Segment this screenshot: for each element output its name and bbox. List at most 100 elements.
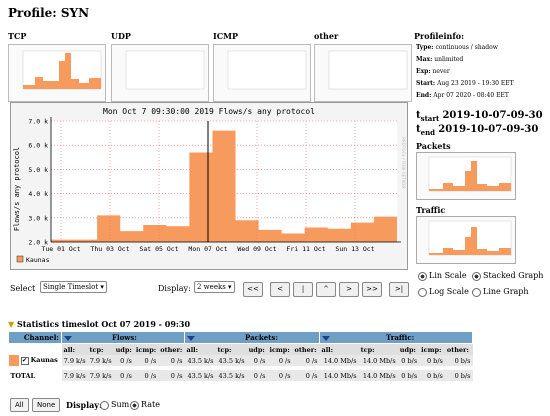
x-tick-label: Thu 03 Oct	[90, 245, 129, 253]
other-thumbnail-graph[interactable]	[314, 44, 412, 102]
select-label: Select	[10, 284, 36, 293]
sum-option[interactable]: Sum	[100, 400, 129, 410]
packets-label: Packets	[416, 141, 451, 151]
nav-current-button[interactable]: |	[293, 282, 313, 297]
x-tick-label: Sat 05 Oct	[139, 245, 178, 253]
nav-prev-button[interactable]: <	[270, 282, 290, 297]
line-graph-option[interactable]: Line Graph	[472, 287, 529, 297]
x-tick-label: Wed 09 Oct	[237, 245, 276, 253]
stats-heading[interactable]: ▼ Statistics timeslot Oct 07 2019 - 09:3…	[8, 319, 191, 329]
channel-header: Channel:	[8, 331, 62, 344]
display-label: Display:	[158, 284, 191, 293]
icmp-thumbnail-graph[interactable]	[213, 44, 311, 102]
chart-y-axis-label: Flows/s any protocol	[13, 147, 21, 231]
packets-thumbnail-graph[interactable]	[416, 152, 516, 200]
rate-radio[interactable]	[130, 400, 139, 410]
col-udp: udp:	[397, 343, 420, 355]
stacked-graph-option[interactable]: Stacked Graph	[472, 271, 543, 281]
profileinfo-start: Start: Aug 23 2019 - 19:30 EET	[416, 80, 514, 87]
log-scale-option[interactable]: Log Scale	[418, 287, 469, 297]
traffic-label: Traffic	[416, 205, 446, 215]
col-other: other:	[158, 343, 185, 355]
profileinfo-exp: Exp: never	[416, 68, 450, 75]
udp-thumbnail-graph[interactable]	[111, 44, 209, 102]
thumb-label-icmp: ICMP	[213, 31, 238, 41]
col-other: other:	[444, 343, 473, 355]
thumb-label-other: other	[314, 31, 339, 41]
tcp-thumbnail-graph[interactable]	[8, 44, 106, 102]
col-udp: udp:	[113, 343, 134, 355]
y-tick-label: 7.0 k	[28, 118, 48, 126]
tstart-display: tstart 2019-10-07-09-30	[416, 110, 543, 123]
col-icmp: icmp:	[419, 343, 445, 355]
series-area-kaunas	[51, 130, 397, 242]
col-tcp: tcp:	[215, 343, 247, 355]
sort-down-icon[interactable]	[187, 335, 195, 341]
lin-scale-radio[interactable]	[418, 271, 427, 281]
total-label: TOTAL	[8, 370, 62, 381]
sort-down-icon[interactable]	[64, 335, 72, 341]
kaunas-checkbox[interactable]: ✔	[20, 357, 29, 365]
display-period-select[interactable]: 2 weeks ▾	[194, 281, 235, 293]
stats-table: Channel: Flows: Packets: Traffic: all: tc…	[8, 331, 473, 381]
rate-option[interactable]: Rate	[130, 400, 160, 410]
legend-label-kaunas: Kaunas	[26, 256, 50, 264]
sort-down-icon[interactable]	[322, 335, 330, 341]
page-title: Profile: SYN	[8, 6, 90, 20]
nav-next-button[interactable]: >	[339, 282, 359, 297]
profileinfo-end: End: Apr 07 2020 - 08:40 EET	[416, 92, 509, 99]
stats-column-row: all: tcp: udp: icmp: other: all: tcp: udp: icmp…	[8, 343, 473, 355]
y-tick-label: 5.0 k	[28, 166, 48, 174]
collapse-triangle-icon[interactable]: ▼	[8, 319, 15, 329]
tend-display: tend 2019-10-07-09-30	[416, 124, 539, 137]
table-row-kaunas: ✔ Kaunas 7.9 k/s 7.9 k/s 0 /s 0 /s 0 /s 43.5…	[8, 355, 473, 366]
col-other: other:	[292, 343, 320, 355]
table-row-total: TOTAL 7.9 k/s 7.9 k/s 0 /s 0 /s 0 /s 43.5 k/…	[8, 370, 473, 381]
col-all: all:	[61, 343, 88, 355]
stacked-graph-radio[interactable]	[472, 271, 481, 281]
col-udp: udp:	[246, 343, 268, 355]
y-tick-label: 6.0 k	[28, 142, 48, 150]
nav-up-button[interactable]: ^	[316, 282, 336, 297]
x-tick-label: Tue 01 Oct	[41, 245, 80, 253]
legend-swatch-kaunas	[16, 255, 24, 263]
lin-scale-option[interactable]: Lin Scale	[418, 271, 467, 281]
profileinfo-max: Max: unlimited	[416, 56, 464, 63]
chart-title: Mon Oct 7 09:30:00 2019 Flows/s any prot…	[103, 107, 315, 116]
traffic-thumbnail-area	[429, 227, 511, 255]
thumb-label-tcp: TCP	[8, 31, 27, 41]
y-tick-label: 3.0 k	[28, 214, 48, 222]
packets-header: Packets:	[184, 331, 320, 344]
select-none-button[interactable]: None	[32, 398, 61, 412]
sum-radio[interactable]	[100, 400, 109, 410]
stats-header-row: Channel: Flows: Packets: Traffic:	[8, 331, 473, 344]
kaunas-color-swatch	[8, 355, 19, 366]
nav-first-button[interactable]: <<	[243, 282, 263, 297]
col-tcp: tcp:	[358, 343, 398, 355]
col-icmp: icmp:	[267, 343, 293, 355]
x-tick-label: Sun 13 Oct	[335, 245, 374, 253]
col-all: all:	[184, 343, 216, 355]
x-tick-label: Mon 07 Oct	[188, 245, 227, 253]
bottom-display-label: Display:	[66, 400, 102, 410]
profileinfo-heading: Profileinfo:	[414, 31, 465, 41]
nav-last-button[interactable]: >|	[389, 282, 409, 297]
log-scale-radio[interactable]	[418, 287, 427, 297]
kaunas-channel-cell: ✔ Kaunas	[18, 355, 62, 366]
chart-watermark: RRDTOOL / TOBI OETIKER	[401, 137, 406, 189]
flows-header: Flows:	[61, 331, 185, 344]
main-flows-chart[interactable]: Mon Oct 7 09:30:00 2019 Flows/s any prot…	[10, 102, 408, 270]
col-icmp: icmp:	[133, 343, 159, 355]
tcp-thumbnail-svg	[22, 50, 102, 90]
select-all-button[interactable]: All	[10, 398, 29, 412]
main-chart-svg: Mon Oct 7 09:30:00 2019 Flows/s any prot…	[13, 107, 406, 264]
nav-next-far-button[interactable]: >>	[362, 282, 382, 297]
y-tick-label: 4.0 k	[28, 190, 48, 198]
traffic-thumbnail-graph[interactable]	[416, 216, 516, 264]
traffic-header: Traffic:	[319, 331, 473, 344]
timeslot-select[interactable]: Single Timeslot ▾	[40, 281, 107, 293]
packets-thumbnail-area	[429, 161, 511, 191]
line-graph-radio[interactable]	[472, 287, 481, 297]
col-all: all:	[319, 343, 359, 355]
y-tick-label: 2.0 k	[28, 239, 48, 247]
